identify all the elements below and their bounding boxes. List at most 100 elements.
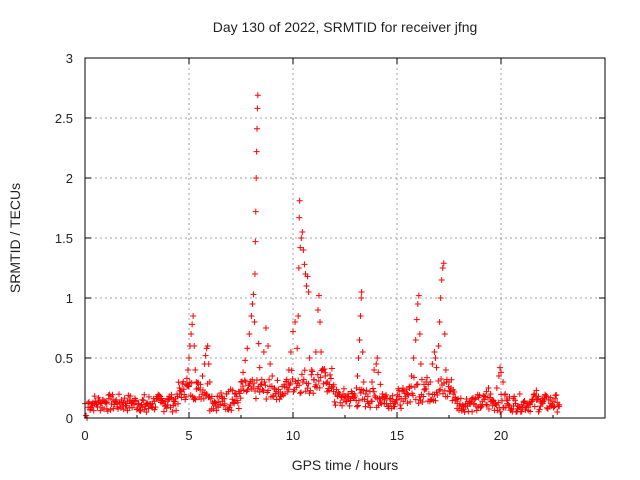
data-point — [115, 405, 122, 412]
data-point — [221, 395, 228, 402]
data-point — [397, 401, 404, 408]
data-point — [320, 380, 327, 387]
data-point — [238, 379, 244, 385]
data-point — [204, 343, 211, 349]
y-tick-label: 2 — [66, 171, 73, 186]
data-point — [251, 271, 258, 277]
data-point — [440, 260, 447, 267]
data-point — [446, 379, 452, 385]
data-point — [420, 393, 427, 400]
data-point — [297, 390, 304, 397]
data-point — [413, 316, 420, 323]
y-tick-label: 0.5 — [55, 351, 73, 366]
data-point — [136, 407, 143, 414]
data-point — [438, 277, 445, 283]
data-point — [180, 378, 187, 385]
data-point — [377, 381, 384, 388]
data-point — [543, 393, 550, 400]
data-point — [468, 395, 475, 402]
data-points — [82, 92, 563, 421]
data-point — [377, 399, 384, 406]
data-point — [440, 380, 447, 387]
data-point — [399, 385, 406, 392]
data-point — [191, 343, 198, 349]
data-point — [543, 404, 550, 411]
data-point — [235, 405, 242, 412]
data-point — [292, 319, 299, 325]
data-point — [205, 361, 212, 367]
data-point — [331, 398, 338, 405]
data-point — [527, 401, 534, 408]
data-point — [251, 380, 258, 387]
data-point — [434, 391, 441, 398]
data-point — [433, 364, 440, 371]
data-point — [259, 386, 266, 393]
data-point — [477, 401, 484, 408]
data-point — [424, 374, 431, 381]
data-point — [433, 389, 440, 396]
data-point — [252, 238, 259, 245]
data-point — [320, 367, 327, 373]
data-point — [316, 384, 323, 391]
data-point — [533, 397, 540, 404]
data-point — [250, 291, 257, 298]
data-point — [536, 406, 543, 413]
data-point — [417, 361, 424, 367]
data-point — [139, 396, 146, 403]
data-point — [353, 385, 360, 391]
data-point — [257, 381, 264, 388]
data-point — [316, 292, 322, 299]
data-point — [306, 355, 313, 361]
data-point — [87, 406, 94, 413]
data-point — [295, 313, 302, 319]
data-point — [208, 393, 215, 400]
plot-frame — [84, 57, 606, 419]
data-point — [265, 343, 272, 349]
data-point — [410, 355, 417, 361]
data-point — [386, 395, 393, 402]
data-point — [460, 406, 467, 413]
data-point — [455, 395, 462, 402]
data-point — [396, 387, 403, 394]
data-point — [240, 387, 247, 394]
data-point — [301, 367, 308, 374]
data-point — [323, 380, 330, 387]
data-point — [371, 367, 378, 373]
data-point — [298, 389, 305, 396]
data-point — [140, 397, 147, 404]
data-point — [107, 406, 114, 413]
data-point — [229, 396, 236, 403]
grid — [85, 58, 605, 418]
data-point — [251, 319, 258, 325]
data-point — [197, 381, 204, 388]
data-point — [90, 407, 97, 414]
data-point — [217, 401, 224, 408]
data-point — [345, 391, 352, 397]
data-point — [394, 397, 400, 403]
data-point — [145, 393, 152, 400]
data-point — [527, 408, 534, 415]
data-point — [253, 148, 260, 155]
data-point — [556, 401, 563, 408]
data-point — [301, 261, 308, 268]
data-point — [381, 397, 388, 403]
data-point — [178, 394, 185, 401]
data-point — [457, 395, 464, 402]
data-point — [505, 401, 512, 408]
data-point — [485, 385, 492, 391]
data-point — [415, 292, 422, 299]
data-point — [408, 373, 415, 379]
y-tick-label: 0 — [66, 411, 73, 426]
data-point — [294, 345, 301, 352]
data-point — [326, 381, 333, 388]
data-point — [283, 376, 290, 383]
data-point — [310, 390, 317, 397]
data-point — [437, 386, 444, 393]
data-point — [314, 371, 321, 378]
data-point — [177, 387, 184, 394]
data-point — [274, 377, 281, 384]
data-point — [160, 408, 167, 415]
data-point — [307, 387, 314, 394]
data-point — [412, 396, 419, 403]
